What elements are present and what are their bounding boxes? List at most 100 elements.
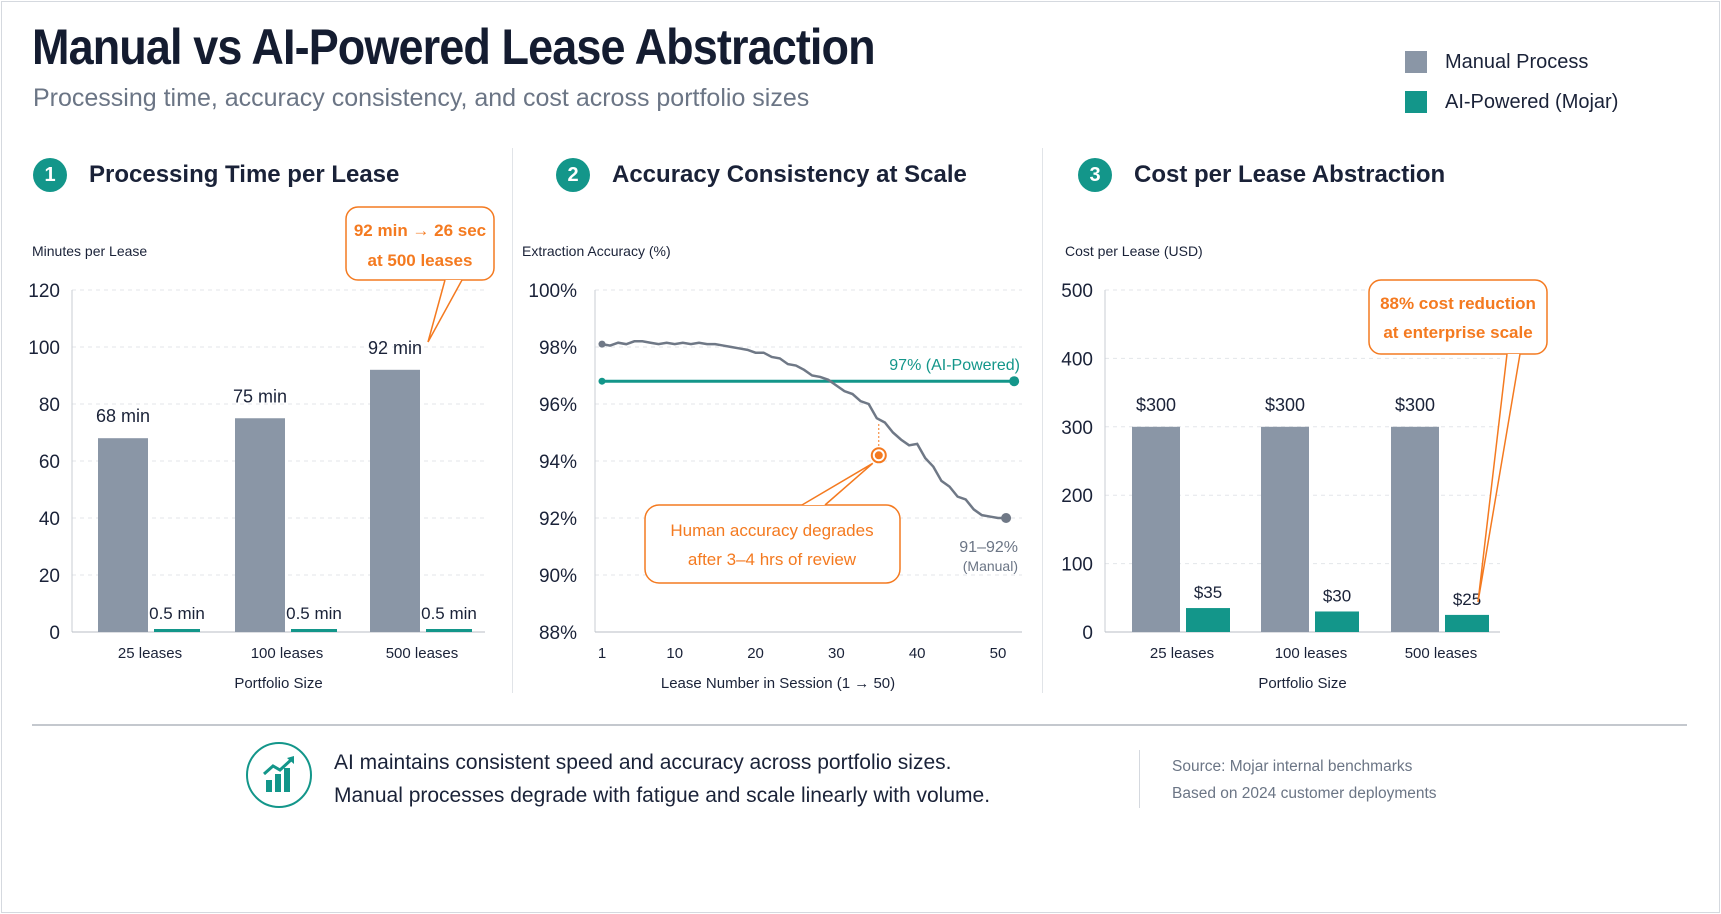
footer-line-1: AI maintains consistent speed and accura… xyxy=(334,751,952,774)
page-subtitle: Processing time, accuracy consistency, a… xyxy=(33,84,810,112)
y-tick-label: 0 xyxy=(49,623,60,644)
panel-2-title: 2 Accuracy Consistency at Scale xyxy=(556,158,967,192)
legend-label-ai: AI-Powered (Mojar) xyxy=(1445,90,1619,113)
y-tick-label: 100 xyxy=(1061,555,1093,576)
y-tick-label: 500 xyxy=(1061,281,1093,302)
panel-title-text: Processing Time per Lease xyxy=(89,161,400,188)
bar-ai xyxy=(1445,614,1489,632)
legend: Manual Process AI-Powered (Mojar) xyxy=(1405,42,1618,122)
y-tick-label: 400 xyxy=(1061,349,1093,370)
bar-label-manual: $300 xyxy=(1136,395,1176,415)
callout-pointer xyxy=(427,279,463,343)
bar-label-manual: 92 min xyxy=(368,338,422,358)
footer-summary: AI maintains consistent speed and accura… xyxy=(334,746,990,812)
page-title: Manual vs AI-Powered Lease Abstraction xyxy=(32,19,876,75)
series-end-sublabel-manual: (Manual) xyxy=(963,558,1018,574)
bar-ai xyxy=(1186,608,1230,632)
y-tick-label: 100 xyxy=(28,338,60,359)
callout-text: Human accuracy degrades xyxy=(670,521,873,540)
bar-manual xyxy=(1261,426,1309,632)
y-tick-label: 80 xyxy=(39,395,60,416)
source-note: Source: Mojar internal benchmarks Based … xyxy=(1172,753,1437,807)
legend-swatch-manual xyxy=(1405,51,1427,73)
bar-manual xyxy=(370,369,420,632)
bar-manual xyxy=(98,438,148,632)
bar-ai xyxy=(291,629,337,632)
y-axis-title: Extraction Accuracy (%) xyxy=(522,243,671,259)
callout-box xyxy=(644,504,901,584)
bar-label-manual: $300 xyxy=(1395,395,1435,415)
x-tick-label: 25 leases xyxy=(1150,645,1214,662)
y-tick-label: 100% xyxy=(528,281,577,302)
series-point-ai xyxy=(1009,376,1020,387)
bar-label-ai: 0.5 min xyxy=(421,604,477,623)
y-tick-label: 40 xyxy=(39,509,60,530)
y-tick-label: 96% xyxy=(539,395,577,416)
legend-label-manual: Manual Process xyxy=(1445,50,1589,73)
bar-label-ai: $30 xyxy=(1323,586,1351,605)
bar-label-ai: 0.5 min xyxy=(149,604,205,623)
callout-text: 92 min → 26 sec xyxy=(354,221,486,240)
panel-divider xyxy=(1042,148,1043,693)
bar-manual xyxy=(1391,426,1439,632)
callout-box xyxy=(345,206,495,281)
y-tick-label: 88% xyxy=(539,623,577,644)
bar-ai xyxy=(1315,611,1359,632)
source-line-1: Source: Mojar internal benchmarks xyxy=(1172,758,1413,775)
x-tick-label: 500 leases xyxy=(386,645,459,662)
x-tick-label: 30 xyxy=(828,645,845,662)
growth-chart-icon xyxy=(246,742,312,808)
series-label-ai: 97% (AI-Powered) xyxy=(889,357,1020,374)
panel-title-text: Cost per Lease Abstraction xyxy=(1134,161,1446,188)
bar-manual xyxy=(1132,426,1180,632)
callout-text: at 500 leases xyxy=(368,251,473,270)
bar-label-manual: $300 xyxy=(1265,395,1305,415)
x-tick-label: 100 leases xyxy=(1275,645,1348,662)
y-axis-title: Minutes per Lease xyxy=(32,243,147,259)
bar-label-manual: 75 min xyxy=(233,386,287,406)
series-line-manual xyxy=(601,340,1007,520)
y-tick-label: 120 xyxy=(28,281,60,302)
callout-text: after 3–4 hrs of review xyxy=(688,550,857,569)
series-end-label-manual: 91–92% xyxy=(959,539,1018,556)
callout-text: 88% cost reduction xyxy=(1380,294,1536,313)
bar-ai xyxy=(426,629,472,632)
bar-label-ai: 0.5 min xyxy=(286,604,342,623)
y-tick-label: 94% xyxy=(539,452,577,473)
y-tick-label: 0 xyxy=(1082,623,1093,644)
panel-1-title: 1 Processing Time per Lease xyxy=(33,158,399,192)
series-point-manual xyxy=(1001,513,1012,523)
panel-divider xyxy=(512,148,513,693)
x-tick-label: 10 xyxy=(666,645,683,662)
legend-item-ai: AI-Powered (Mojar) xyxy=(1405,82,1618,122)
callout-pointer xyxy=(801,462,874,506)
bar-label-ai: $25 xyxy=(1453,590,1481,609)
panel-3-title: 3 Cost per Lease Abstraction xyxy=(1078,158,1445,192)
panel-title-text: Accuracy Consistency at Scale xyxy=(612,161,967,188)
footer-separator xyxy=(1139,750,1140,808)
x-axis-title: Portfolio Size xyxy=(234,675,322,692)
bar-ai xyxy=(154,629,200,632)
y-tick-label: 200 xyxy=(1061,486,1093,507)
series-point-ai xyxy=(598,377,606,385)
x-tick-label: 25 leases xyxy=(118,645,182,662)
y-tick-label: 92% xyxy=(539,509,577,530)
bar-manual xyxy=(235,418,285,632)
x-tick-label: 20 xyxy=(747,645,764,662)
legend-swatch-ai xyxy=(1405,91,1427,113)
x-axis-title: Portfolio Size xyxy=(1258,675,1346,692)
x-tick-label: 50 xyxy=(990,645,1007,662)
y-tick-label: 60 xyxy=(39,452,60,473)
series-point-manual xyxy=(598,340,606,348)
y-axis-title: Cost per Lease (USD) xyxy=(1065,243,1203,259)
y-tick-label: 300 xyxy=(1061,418,1093,439)
callout-box xyxy=(1368,279,1548,355)
panel-number-badge: 1 xyxy=(33,158,67,192)
y-tick-label: 98% xyxy=(539,338,577,359)
legend-item-manual: Manual Process xyxy=(1405,42,1618,82)
footer-divider xyxy=(32,724,1687,726)
panel-number-badge: 2 xyxy=(556,158,590,192)
y-tick-label: 20 xyxy=(39,566,60,587)
